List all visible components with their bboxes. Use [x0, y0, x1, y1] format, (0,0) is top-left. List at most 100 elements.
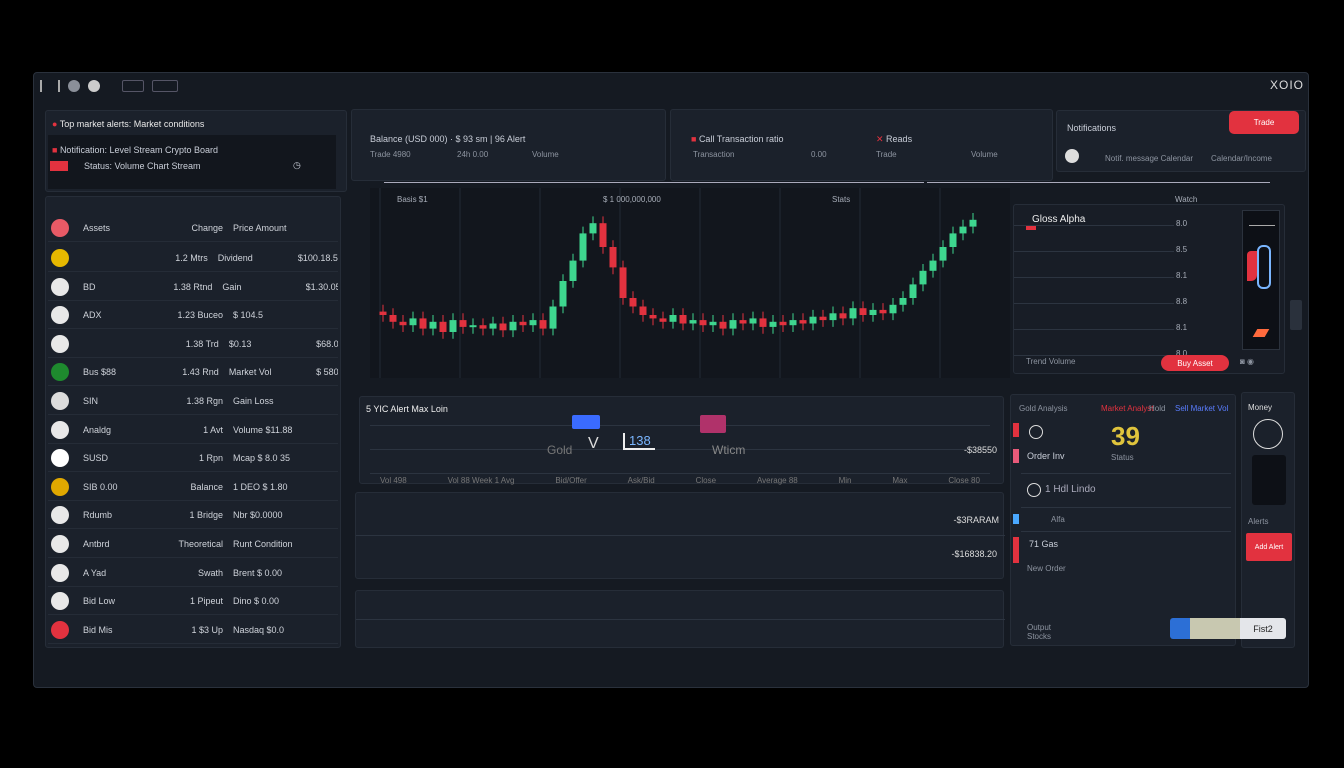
asset-volume: Gain Loss — [233, 396, 274, 406]
candle — [719, 321, 727, 329]
asset-volume: Nasdaq $0.0 — [233, 624, 285, 635]
candle — [969, 219, 977, 227]
candle — [619, 267, 627, 298]
candle — [889, 304, 897, 314]
list-item[interactable]: Analdg 1 Avt Volume $11.88 — [48, 417, 338, 444]
settings-icon[interactable] — [88, 80, 100, 92]
list-item[interactable]: 1.2 Mtrs Dividend $100.18.57 — [48, 245, 338, 272]
scrollbar[interactable] — [1290, 300, 1302, 330]
avatar[interactable] — [1065, 149, 1079, 163]
transaction-label: Transaction — [693, 150, 735, 159]
y-tick-label: 8.1 — [1176, 323, 1188, 332]
trade-button[interactable]: Trade — [1229, 111, 1299, 134]
asset-icon — [51, 592, 69, 611]
dial-icon[interactable] — [1253, 419, 1283, 449]
asset-volume: 1 DEO $ 1.80 — [233, 481, 288, 492]
candle — [879, 309, 887, 314]
asset-name: Bid Mis — [83, 624, 113, 635]
candle — [629, 298, 637, 307]
reads-trade: Trade — [876, 150, 897, 159]
circle-icon — [1029, 425, 1043, 439]
asset-price: $68.0 — [316, 338, 338, 349]
header-price: Price Amount — [233, 223, 287, 233]
asset-icon — [51, 277, 69, 296]
asset-volume: Gain — [222, 281, 242, 292]
list-item[interactable]: Bid Low 1 Pipeut Dino $ 0.00 — [48, 588, 338, 616]
progress-bar: Fist2 — [1170, 618, 1286, 639]
list-item[interactable]: SIB 0.00 Balance 1 DEO $ 1.80 — [48, 474, 338, 501]
asset-icon — [51, 563, 69, 582]
candlestick-chart[interactable] — [370, 188, 1010, 378]
tab-market-analyst[interactable]: Market Analyst — [1101, 404, 1154, 413]
candle — [379, 311, 387, 315]
menu-icon[interactable] — [40, 80, 60, 92]
candle — [959, 226, 967, 234]
notifications-title: Notifications — [1067, 123, 1117, 133]
candle — [739, 320, 747, 324]
buy-asset-button[interactable]: Buy Asset — [1161, 355, 1229, 371]
list-item[interactable]: ADX 1.23 Buceo $ 104.5 — [48, 302, 338, 330]
candle — [939, 247, 947, 261]
add-alert-button[interactable]: Add Alert — [1246, 533, 1292, 561]
asset-volume: Mcap $ 8.0 35 — [233, 453, 291, 464]
candle — [599, 223, 607, 247]
v-label: V — [588, 435, 599, 452]
candle — [609, 247, 617, 268]
candle — [399, 321, 407, 326]
candle — [709, 321, 717, 326]
layout-tab-button[interactable] — [152, 80, 178, 92]
alert-value: -$38550 — [963, 445, 997, 455]
asset-icon — [51, 392, 69, 410]
asset-change: 1.23 Buceo — [177, 310, 223, 321]
x-tick-label: Min — [838, 476, 852, 485]
y-tick-label: 8.8 — [1176, 297, 1188, 306]
candle — [649, 315, 657, 319]
balance-panel: Balance (USD 000) · $ 93 sm | 96 Alert T… — [351, 109, 666, 181]
window-tab-button[interactable] — [122, 80, 144, 92]
candle — [549, 306, 557, 329]
asset-volume: $0.13 — [228, 338, 252, 349]
list-item[interactable]: Rdumb 1 Bridge Nbr $0.0000 — [48, 502, 338, 530]
header-assets: Assets — [83, 223, 111, 233]
candle — [409, 318, 417, 326]
list-item[interactable]: A Yad Swath Brent $ 0.00 — [48, 560, 338, 587]
camera-icon[interactable]: ◙ ◉ — [1240, 357, 1255, 366]
image-icon — [700, 415, 726, 433]
asset-name: Analdg — [83, 424, 112, 435]
list-item[interactable]: Antbrd Theoretical Runt Condition — [48, 531, 338, 558]
asset-volume: Market Vol — [228, 367, 272, 378]
asset-name: SUSD — [83, 453, 109, 464]
tab-hold[interactable]: Hold — [1149, 404, 1166, 413]
tab-gold-analysis[interactable]: Gold Analysis — [1019, 404, 1068, 413]
candle — [729, 320, 737, 329]
asset-change: 1 Rpn — [198, 453, 223, 464]
asset-name: Bus $88 — [83, 367, 117, 378]
asset-icon — [51, 620, 69, 639]
asset-icon — [51, 249, 69, 267]
side-panel: Money Alerts Add Alert — [1241, 392, 1295, 648]
candle — [439, 321, 447, 332]
asset-change: 1 Pipeut — [189, 596, 223, 607]
record-icon[interactable] — [68, 80, 80, 92]
list-item[interactable]: SIN 1.38 Rgn Gain Loss — [48, 388, 338, 415]
candle — [749, 318, 757, 324]
y-tick-label: 8.1 — [1176, 271, 1188, 280]
list-item[interactable]: SUSD 1 Rpn Mcap $ 8.0 35 — [48, 445, 338, 473]
list-item[interactable]: Bus $88 1.43 Rnd Market Vol $ 580 — [48, 359, 338, 387]
asset-icon — [51, 420, 69, 439]
list-item[interactable]: 1.38 Trd $0.13 $68.0 — [48, 331, 338, 358]
alert-panel: ● Top market alerts: Market conditions ■… — [45, 110, 347, 192]
asset-volume: Dino $ 0.00 — [233, 596, 280, 607]
clock-icon[interactable]: ◷ — [293, 160, 301, 170]
window-controls[interactable]: XOIO — [1269, 78, 1304, 92]
candle — [469, 325, 477, 328]
list-item[interactable]: Bid Mis 1 $3 Up Nasdaq $0.0 — [48, 617, 338, 644]
balance-volume: Volume — [532, 150, 559, 159]
order-value-2: -$16838.20 — [951, 549, 997, 559]
candlestick-svg — [379, 188, 977, 378]
list-item[interactable]: BD 1.38 Rtnd Gain $1.30.05 — [48, 274, 338, 301]
tab-sell[interactable]: Sell Market Vol — [1175, 404, 1229, 413]
asset-change: 1.38 Rgn — [186, 396, 223, 406]
candle — [559, 281, 567, 307]
balance-24h: 24h 0.00 — [457, 150, 489, 159]
